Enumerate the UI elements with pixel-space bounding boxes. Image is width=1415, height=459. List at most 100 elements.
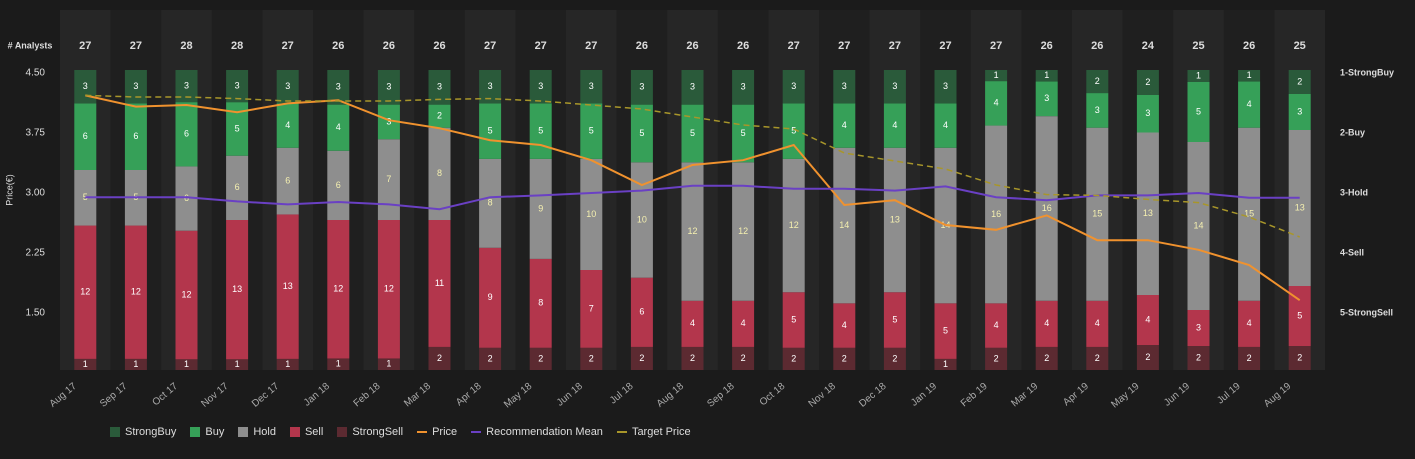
bar-segment [1136, 345, 1159, 370]
legend-item[interactable]: Buy [190, 426, 224, 438]
bar-segment [1035, 70, 1058, 82]
bar-segment [580, 103, 603, 159]
bar-value-label: 13 [1295, 202, 1305, 212]
bar-segment [1288, 346, 1311, 370]
bar-value-label: 2 [1297, 352, 1302, 362]
legend-item[interactable]: StrongBuy [110, 426, 176, 438]
bar-segment [630, 70, 653, 105]
bar-segment [1187, 310, 1210, 346]
legend-swatch [238, 427, 249, 437]
bar-segment [985, 81, 1008, 126]
bar-segment [479, 158, 502, 248]
bar-segment [479, 347, 502, 370]
x-tick-label: Jun 19 [1162, 381, 1192, 409]
bar-segment [377, 220, 400, 359]
bar-segment [1086, 346, 1109, 370]
bar-value-label: 6 [83, 131, 88, 141]
analyst-count: 24 [1142, 40, 1155, 52]
analyst-count: 27 [939, 40, 951, 52]
bar-segment [1187, 82, 1210, 142]
bar-segment [428, 346, 451, 370]
bar-value-label: 2 [538, 353, 543, 363]
bar-value-label: 3 [285, 81, 290, 91]
bar-segment [732, 104, 755, 163]
bar-segment [883, 347, 906, 370]
bar-value-label: 2 [589, 353, 594, 363]
legend-item[interactable]: Hold [238, 426, 276, 438]
bar-value-label: 2 [437, 353, 442, 363]
analyst-count: 27 [889, 40, 901, 52]
bar-segment [1086, 127, 1109, 301]
analyst-count: 26 [433, 40, 445, 52]
bar-value-label: 4 [892, 120, 897, 130]
bar-value-label: 3 [83, 81, 88, 91]
bar-value-label: 3 [184, 80, 189, 90]
y2-tick-label: 4-Sell [1340, 247, 1364, 257]
legend-item[interactable]: Recommendation Mean [471, 426, 603, 438]
legend-item[interactable]: Sell [289, 426, 323, 438]
x-tick-label: Aug 18 [655, 381, 687, 410]
bar-value-label: 2 [1095, 76, 1100, 86]
legend-item[interactable]: Price [417, 426, 457, 438]
bar-value-label: 2 [1145, 352, 1150, 362]
bar-value-label: 8 [538, 298, 543, 308]
analyst-count: 26 [636, 40, 648, 52]
bar-segment [124, 103, 147, 170]
x-tick-label: Jun 18 [555, 381, 585, 409]
analyst-count: 26 [1243, 40, 1255, 52]
x-tick-label: Nov 18 [807, 381, 839, 410]
bar-value-label: 5 [488, 125, 493, 135]
bar-segment [124, 70, 147, 104]
bar-segment [529, 347, 552, 370]
bar-segment [74, 103, 97, 170]
bar-segment [1136, 132, 1159, 295]
bar-segment [833, 347, 856, 370]
bar-segment [377, 139, 400, 220]
bar-segment [681, 104, 704, 163]
legend-swatch [289, 427, 300, 437]
bar-segment [124, 225, 147, 359]
bar-value-label: 1 [943, 359, 948, 369]
bar-value-label: 2 [1095, 353, 1100, 363]
bar-value-label: 3 [791, 81, 796, 91]
bar-value-label: 11 [435, 278, 444, 288]
bar-value-label: 2 [791, 353, 796, 363]
analyst-count: 26 [737, 40, 749, 52]
bar-value-label: 5 [791, 314, 796, 324]
bar-value-label: 13 [232, 284, 242, 294]
analyst-count: 26 [383, 40, 395, 52]
bar-segment [74, 225, 97, 359]
x-tick-label: Sep 18 [705, 381, 737, 410]
bar-segment [580, 70, 603, 104]
legend-item[interactable]: Target Price [616, 426, 691, 438]
bar-value-label: 4 [842, 120, 847, 130]
bar-segment [1238, 300, 1261, 347]
bar-segment [428, 220, 451, 347]
bar-segment [782, 158, 805, 293]
analyst-count: 27 [585, 40, 597, 52]
bar-value-label: 10 [586, 209, 596, 219]
analyst-count: 27 [484, 40, 496, 52]
x-tick-label: Apr 18 [454, 381, 484, 409]
legend-item[interactable]: StrongSell [337, 426, 403, 438]
bar-segment [1187, 142, 1210, 310]
analyst-count: 27 [79, 40, 91, 52]
bar-value-label: 4 [1145, 314, 1150, 324]
x-tick-label: May 19 [1109, 381, 1142, 411]
bar-segment [1238, 127, 1261, 301]
bar-segment [782, 292, 805, 348]
bar-value-label: 1 [184, 359, 189, 369]
bar-segment [327, 70, 350, 105]
bar-value-label: 4 [994, 98, 999, 108]
y2-tick-label: 1-StrongBuy [1340, 67, 1394, 77]
analyst-count: 26 [1041, 40, 1053, 52]
bar-segment [985, 347, 1008, 370]
bar-segment [630, 104, 653, 163]
x-tick-label: Apr 19 [1061, 381, 1091, 409]
bar-value-label: 3 [1145, 108, 1150, 118]
bar-segment [529, 258, 552, 348]
y2-tick-label: 3-Hold [1340, 187, 1368, 197]
analyst-count: 25 [1294, 40, 1306, 52]
bar-segment [479, 247, 502, 348]
